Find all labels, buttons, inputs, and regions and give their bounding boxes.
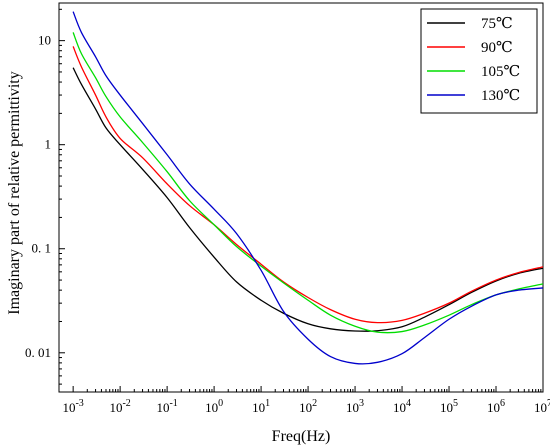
x-tick-label-4: 101 — [252, 398, 270, 415]
x-tick-exponent: 0 — [218, 398, 223, 409]
x-tick-label-2: 10-1 — [156, 398, 177, 415]
x-tick-label-8: 105 — [440, 398, 458, 415]
x-tick-base: 10 — [534, 400, 547, 415]
x-tick-exponent: 5 — [453, 398, 458, 409]
x-tick-exponent: 3 — [359, 398, 364, 409]
legend: 75℃ 90℃ 105℃ 130℃ — [420, 8, 538, 114]
x-tick-label-6: 103 — [346, 398, 364, 415]
y-tick-label-2: 0. 1 — [32, 241, 52, 256]
x-tick-base: 10 — [109, 400, 122, 415]
x-tick-base: 10 — [252, 400, 265, 415]
x-tick-base: 10 — [156, 400, 169, 415]
x-tick-base: 10 — [487, 400, 500, 415]
x-tick-label-5: 102 — [299, 398, 317, 415]
x-tick-base: 10 — [440, 400, 453, 415]
y-tick-label-1: 1 — [45, 137, 52, 152]
legend-label-0: 75℃ — [481, 16, 513, 32]
series-line-0 — [72, 67, 544, 332]
y-axis-label: Imaginary part of relative permittivity — [6, 71, 23, 314]
x-tick-exponent: -3 — [75, 398, 83, 409]
x-tick-exponent: 2 — [312, 398, 317, 409]
x-tick-label-0: 10-3 — [62, 398, 83, 415]
x-tick-base: 10 — [346, 400, 359, 415]
x-axis: 10-3 10-2 10-1 100 101 102 103 104 105 106 107 — [62, 386, 550, 415]
series-lines — [72, 11, 544, 365]
legend-label-1: 90℃ — [481, 40, 513, 56]
x-tick-label-3: 100 — [205, 398, 223, 415]
series-line-2 — [72, 32, 544, 334]
x-tick-label-1: 10-2 — [109, 398, 130, 415]
legend-label-3: 130℃ — [481, 88, 520, 104]
x-tick-base: 10 — [62, 400, 75, 415]
x-tick-base: 10 — [299, 400, 312, 415]
x-tick-exponent: 7 — [547, 398, 550, 409]
series-line-3 — [72, 11, 544, 365]
y-tick-label-0: 10 — [38, 33, 51, 48]
x-axis-label: Freq(Hz) — [272, 428, 331, 445]
x-tick-label-9: 106 — [487, 398, 505, 415]
series-line-1 — [72, 46, 544, 324]
x-tick-exponent: -2 — [122, 398, 130, 409]
x-tick-label-7: 104 — [393, 398, 411, 415]
x-tick-exponent: 6 — [500, 398, 505, 409]
x-tick-label-10: 107 — [534, 398, 550, 415]
x-tick-base: 10 — [393, 400, 406, 415]
x-tick-exponent: 1 — [265, 398, 270, 409]
y-axis: 10 1 0. 1 0. 01 — [25, 8, 65, 385]
y-tick-label-3: 0. 01 — [25, 345, 51, 360]
legend-label-2: 105℃ — [481, 64, 520, 80]
x-tick-exponent: 4 — [406, 398, 411, 409]
x-tick-base: 10 — [205, 400, 218, 415]
x-tick-exponent: -1 — [169, 398, 177, 409]
